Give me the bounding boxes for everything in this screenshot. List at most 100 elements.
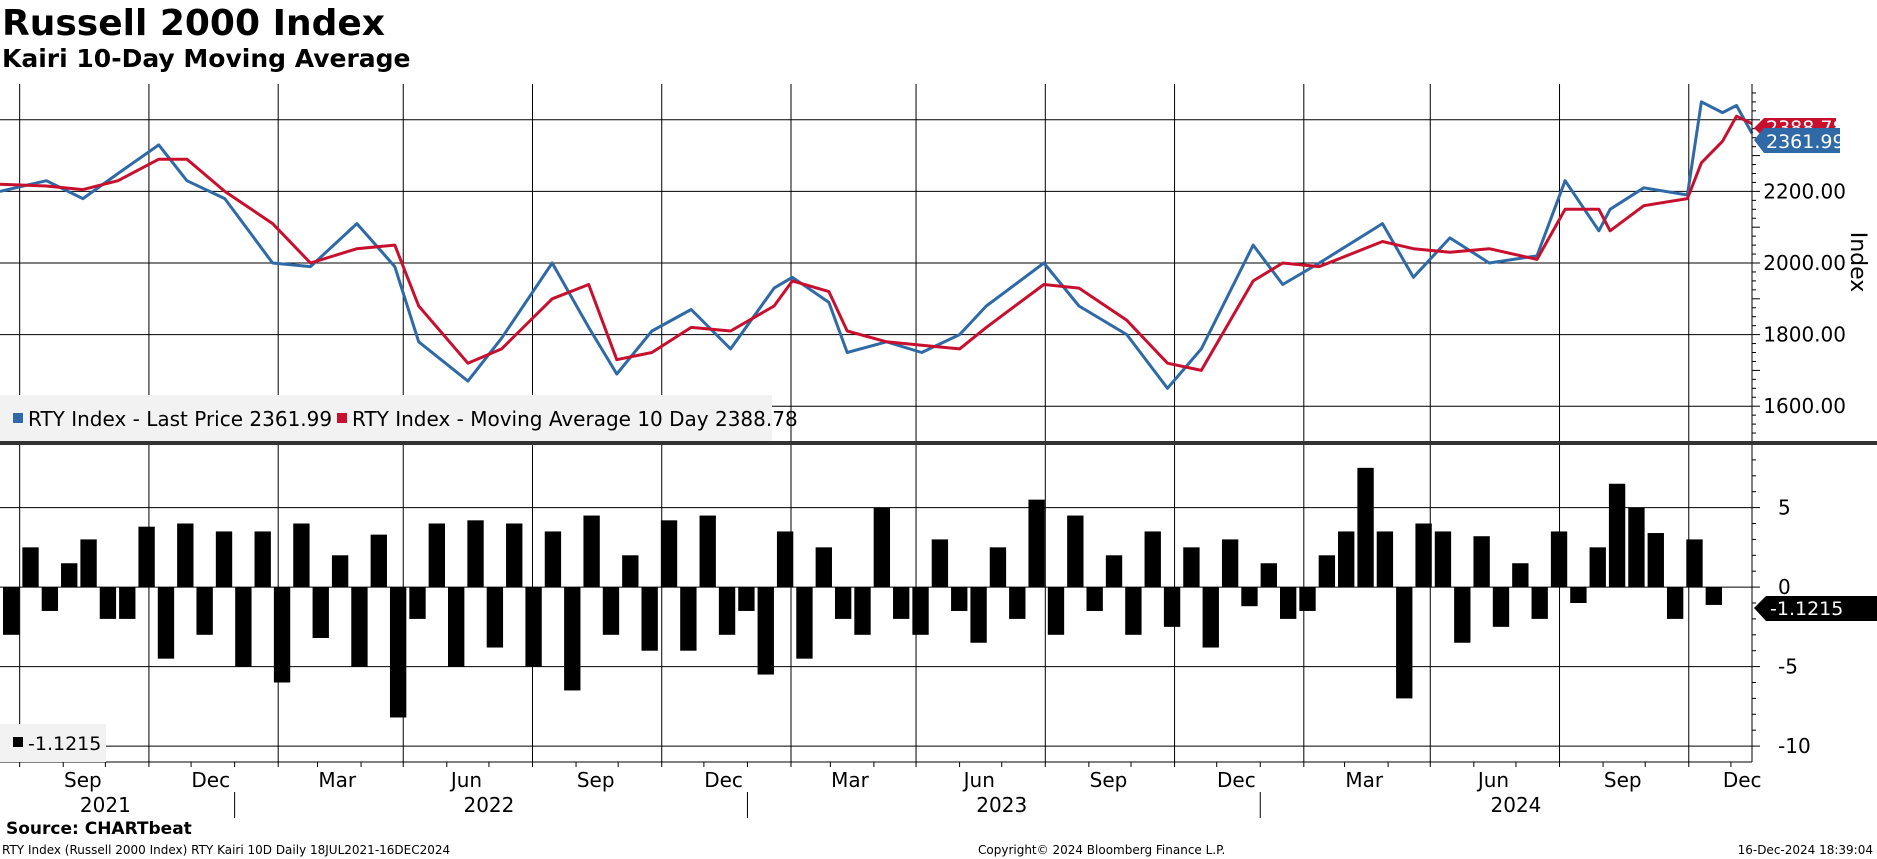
chart-title: Russell 2000 Index [2, 3, 385, 44]
kairi-bar [622, 555, 639, 588]
kairi-bar [1512, 563, 1529, 588]
kairi-bar [1357, 467, 1374, 588]
month-tick-label: Dec [1217, 768, 1256, 792]
kairi-bar [293, 523, 310, 588]
kairi-bar [660, 520, 678, 588]
kairi-bar [776, 531, 794, 588]
kairi-bar [834, 587, 852, 619]
kairi-bar [1608, 483, 1626, 588]
kairi-bar [1260, 563, 1277, 588]
kairi-bar [1705, 587, 1722, 605]
kairi-bar [196, 587, 213, 635]
kairi-bar [389, 587, 407, 718]
kairi-bar [1086, 587, 1103, 611]
kairi-bar [215, 531, 233, 588]
kairi-bar [1415, 523, 1432, 588]
price-tick-label: 1800.00 [1763, 323, 1846, 347]
price-legend: RTY Index - Last Price 2361.99 RTY Index… [0, 395, 798, 441]
legend-swatch-price [13, 413, 23, 423]
kairi-bar [1686, 539, 1703, 588]
kairi-bar [564, 587, 581, 691]
kairi-bar [680, 587, 697, 651]
kairi-last-value-tag: -1.1215 [1770, 598, 1843, 620]
kairi-tick-label: 0 [1778, 575, 1791, 599]
kairi-bar [119, 587, 136, 619]
month-tick-label: Dec [191, 768, 230, 792]
price-tick-label: 1600.00 [1763, 394, 1846, 418]
kairi-bar [1666, 587, 1684, 619]
chart-axes: 1600.00 1800.00 2000.00 2200.00 5 0 -5 -10 Sep De… [0, 84, 1877, 818]
kairi-bar [854, 587, 871, 635]
kairi-bar [544, 531, 562, 588]
kairi-bar [1299, 587, 1316, 611]
kairi-bar [254, 531, 271, 588]
kairi-bar [1183, 547, 1200, 588]
kairi-bar [22, 547, 39, 588]
kairi-bar [312, 587, 329, 638]
month-tick-label: Dec [1723, 768, 1762, 792]
month-tick-label: Jun [962, 768, 995, 792]
kairi-bar [525, 587, 542, 667]
kairi-bar [331, 555, 349, 588]
kairi-panel-grid [0, 444, 1752, 762]
kairi-bar [757, 587, 774, 675]
month-tick-label: Jun [1476, 768, 1509, 792]
kairi-bar [486, 587, 504, 648]
kairi-bar [1376, 531, 1394, 588]
legend-label-price: RTY Index - Last Price [28, 407, 243, 431]
kairi-bar [970, 587, 987, 643]
kairi-bar [1454, 587, 1471, 643]
price-tick-label: 2000.00 [1763, 251, 1846, 275]
footer-timestamp: 16-Dec-2024 18:39:04 [1737, 843, 1873, 857]
month-tick-label: Jun [449, 768, 482, 792]
kairi-bar [1144, 531, 1161, 588]
kairi-bar [157, 587, 175, 659]
kairi-bar [1338, 531, 1355, 588]
kairi-bar [641, 587, 658, 651]
footer-copyright: Copyright© 2024 Bloomberg Finance L.P. [978, 843, 1226, 857]
year-tick-label: 2022 [463, 793, 514, 817]
price-last-value-tag: 2361.99 [1766, 131, 1845, 153]
kairi-bar [41, 587, 59, 611]
kairi-legend: -1.1215 [0, 724, 106, 762]
kairi-bar [1105, 555, 1123, 588]
price-line [0, 100, 1754, 390]
kairi-bar [1163, 587, 1181, 627]
kairi-bar [1279, 587, 1297, 619]
kairi-bar [1009, 587, 1026, 619]
kairi-bar [1125, 587, 1142, 635]
kairi-bars [3, 467, 1722, 718]
kairi-bar [351, 587, 368, 667]
price-panel-grid [0, 84, 1752, 442]
kairi-bar [1067, 515, 1084, 588]
legend-swatch-kairi [13, 737, 23, 747]
kairi-bar [467, 520, 484, 588]
kairi-bar [583, 515, 600, 588]
svg-text:RTY Index - Last Price: RTY Index - Last Price 2361.99 [28, 407, 332, 431]
footer-source: Source: CHARTbeat [6, 819, 192, 839]
kairi-bar [409, 587, 426, 619]
kairi-bar [1318, 555, 1336, 588]
kairi-tick-label: -10 [1778, 734, 1811, 758]
month-tick-label: Sep [577, 768, 615, 792]
kairi-bar [1628, 507, 1645, 588]
kairi-bar [931, 539, 949, 588]
kairi-bar [1028, 499, 1045, 588]
year-tick-label: 2021 [80, 793, 131, 817]
kairi-bar [1492, 587, 1510, 627]
month-tick-label: Mar [831, 768, 870, 792]
kairi-bar [815, 547, 832, 588]
kairi-bar [428, 523, 446, 588]
kairi-bar [796, 587, 813, 659]
kairi-bar [1202, 587, 1219, 648]
kairi-bar [1241, 587, 1258, 607]
month-tick-label: Dec [704, 768, 743, 792]
month-tick-label: Sep [64, 768, 102, 792]
kairi-bar [448, 587, 465, 667]
kairi-bar [1531, 587, 1548, 619]
footer-description: RTY Index (Russell 2000 Index) RTY Kairi… [2, 843, 451, 857]
kairi-bar [273, 587, 291, 683]
legend-value-price: 2361.99 [249, 407, 332, 431]
svg-text:RTY Index - Moving Average 10: RTY Index - Moving Average 10 Day 2388.7… [352, 407, 798, 431]
